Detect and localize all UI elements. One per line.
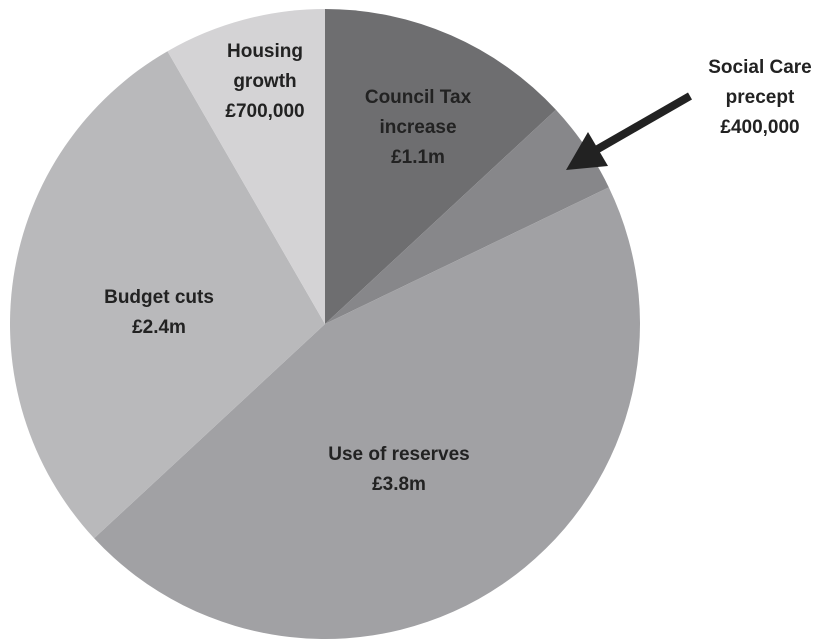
slice-label-1: Council Tax increase £1.1m xyxy=(365,87,472,168)
slice-label-3: Use of reserves £3.8m xyxy=(328,444,470,495)
slice-label-line: £700,000 xyxy=(225,101,304,122)
pie-slice-3 xyxy=(94,187,640,639)
slice-label-4: Budget cuts £2.4m xyxy=(104,287,214,338)
pie-slices xyxy=(9,9,640,639)
slice-labels: Council Tax increase £1.1m Social Care prece… xyxy=(104,41,812,495)
pie-slice-5 xyxy=(167,9,325,324)
pie-slice-4 xyxy=(9,51,325,539)
slice-label-line: growth xyxy=(233,71,296,92)
slice-label-5: Housing growth £700,000 xyxy=(225,41,304,122)
slice-label-2: Social Care precept £400,000 xyxy=(708,57,812,138)
slice-label-line: Council Tax xyxy=(365,87,472,108)
slice-label-line: £1.1m xyxy=(391,147,445,168)
callout-arrow-shaft xyxy=(594,92,692,154)
slice-label-line: £3.8m xyxy=(372,474,426,495)
slice-label-line: Use of reserves xyxy=(328,444,470,465)
slice-label-line: Social Care xyxy=(708,57,812,78)
pie-slice-2 xyxy=(325,109,609,324)
slice-label-line: precept xyxy=(726,87,795,108)
slice-label-line: £400,000 xyxy=(720,117,799,138)
slice-label-line: Housing xyxy=(227,41,303,62)
callout-arrow-group xyxy=(566,92,692,170)
slice-label-line: Budget cuts xyxy=(104,287,214,308)
callout-arrow-head xyxy=(566,132,608,170)
slice-label-line: £2.4m xyxy=(132,317,186,338)
pie-slice-1 xyxy=(325,9,556,324)
slice-label-line: increase xyxy=(379,117,456,138)
